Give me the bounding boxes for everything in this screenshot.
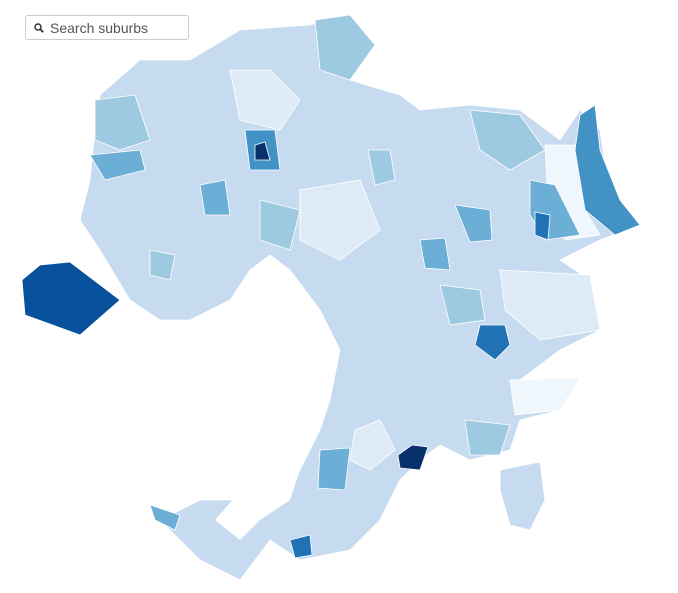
suburb [299, 179, 381, 261]
search-icon [34, 22, 44, 33]
suburb [367, 149, 396, 186]
suburb [439, 284, 486, 326]
suburb [397, 444, 429, 471]
suburb [534, 211, 551, 241]
suburb [199, 179, 231, 216]
suburb [574, 104, 641, 236]
suburb [419, 237, 451, 271]
suburb [229, 69, 301, 131]
bay [215, 255, 340, 540]
search-placeholder: Search suburbs [50, 19, 149, 36]
suburb [464, 419, 511, 456]
suburb [94, 94, 151, 151]
suburb [259, 199, 301, 251]
search-box[interactable]: Search suburbs [25, 15, 189, 40]
suburb [499, 269, 601, 341]
suburb [454, 204, 493, 243]
suburb [509, 377, 581, 416]
suburb [474, 324, 511, 361]
suburb [254, 141, 271, 161]
suburb [349, 419, 396, 471]
suburb [317, 447, 351, 491]
suburb [89, 149, 146, 181]
suburb [149, 249, 176, 281]
suburb [469, 109, 546, 171]
suburb [499, 461, 546, 531]
suburb [149, 504, 181, 531]
suburb [314, 14, 376, 81]
suburb [21, 261, 121, 336]
suburb [289, 534, 313, 559]
